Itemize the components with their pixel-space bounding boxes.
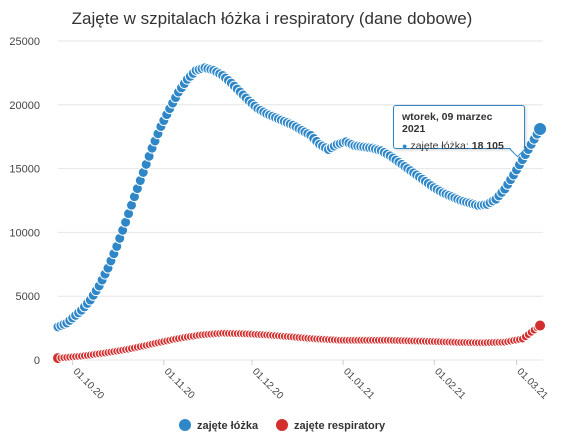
- data-point[interactable]: [533, 121, 548, 136]
- legend-item-ventilators[interactable]: zajęte respiratory: [276, 419, 386, 432]
- x-tick-label: 01.02.21: [432, 366, 468, 402]
- y-tick-label: 20000: [9, 100, 40, 112]
- legend-marker-ventilators: [276, 419, 288, 431]
- tooltip: wtorek, 09 marzec 2021 ● zajęte łóżka: 18…: [393, 105, 526, 158]
- chart-title: Zajęte w szpitalach łóżka i respiratory …: [72, 9, 473, 28]
- series-beds: [52, 62, 548, 333]
- data-point[interactable]: [534, 319, 547, 332]
- tooltip-date: wtorek, 09 marzec 2021: [402, 111, 493, 135]
- y-axis: 0 5000 10000 15000 20000 25000: [9, 36, 40, 367]
- x-axis: 01.10.20 01.11.20 01.12.20 01.01.21 01.02.21…: [71, 360, 550, 402]
- legend-marker-beds: [179, 419, 191, 431]
- tooltip-value: 18 105: [471, 140, 504, 152]
- y-tick-label: 15000: [9, 164, 40, 176]
- legend: zajęte łóżka zajęte respiratory: [179, 419, 386, 432]
- legend-label-ventilators: zajęte respiratory: [294, 420, 386, 432]
- x-tick-label: 01.03.21: [514, 366, 550, 402]
- y-tick-label: 25000: [9, 36, 40, 48]
- tooltip-series-dot-icon: ●: [402, 141, 408, 151]
- y-tick-label: 5000: [16, 291, 40, 303]
- x-tick-label: 01.01.21: [341, 366, 377, 402]
- series-ventilators: [52, 319, 547, 365]
- y-tick-label: 10000: [9, 227, 40, 239]
- legend-label-beds: zajęte łóżka: [197, 420, 259, 432]
- x-tick-label: 01.12.20: [250, 366, 286, 402]
- x-tick-label: 01.11.20: [162, 366, 197, 401]
- x-tick-label: 01.10.20: [71, 366, 107, 402]
- legend-item-beds[interactable]: zajęte łóżka: [179, 419, 259, 432]
- y-tick-label: 0: [34, 355, 40, 367]
- tooltip-series-label: zajęte łóżka:: [410, 140, 469, 152]
- grid: [58, 40, 543, 361]
